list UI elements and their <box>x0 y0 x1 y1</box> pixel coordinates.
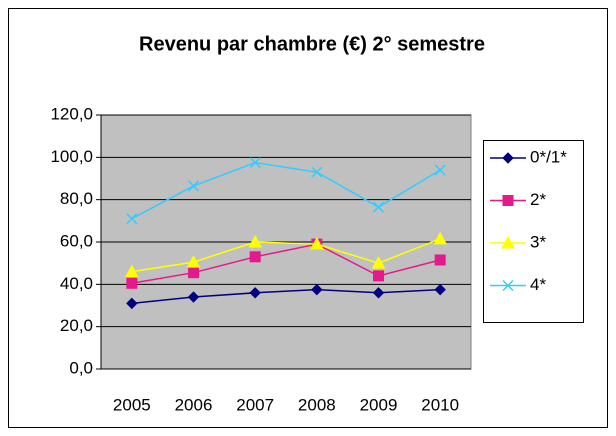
marker <box>502 152 514 164</box>
marker <box>126 297 138 310</box>
marker <box>501 235 515 249</box>
series-line <box>131 161 441 220</box>
series-line <box>131 243 441 285</box>
marker <box>188 267 199 279</box>
marker <box>311 283 323 296</box>
marker <box>371 256 386 269</box>
marker <box>433 231 448 245</box>
legend-label: 0*/1* <box>530 147 567 166</box>
y-tick-label: 40,0 <box>60 274 93 293</box>
legend <box>483 140 584 323</box>
marker <box>372 287 385 299</box>
marker <box>187 291 200 303</box>
legend-label: 4* <box>530 275 546 294</box>
marker <box>372 201 385 213</box>
x-tick-label: 2008 <box>298 395 336 414</box>
marker <box>126 277 138 289</box>
x-tick-label: 2010 <box>421 395 459 414</box>
series-line <box>131 238 441 273</box>
marker <box>309 237 324 250</box>
y-tick-label: 120,0 <box>50 104 93 123</box>
marker <box>434 254 446 266</box>
y-tick-label: 0,0 <box>69 358 93 377</box>
marker <box>249 251 261 263</box>
marker <box>248 234 263 248</box>
marker <box>126 213 138 225</box>
x-tick-label: 2006 <box>175 395 213 414</box>
x-tick-label: 2005 <box>113 395 151 414</box>
x-tick-label: 2007 <box>236 395 274 414</box>
y-tick-label: 80,0 <box>60 189 93 208</box>
series-line <box>131 288 441 305</box>
legend-label: 3* <box>530 232 546 251</box>
marker <box>186 255 201 268</box>
marker <box>434 164 446 176</box>
marker <box>311 166 323 178</box>
marker <box>124 264 139 278</box>
chart-title: Revenu par chambre (€) 2° semestre <box>139 33 485 55</box>
y-tick-label: 100,0 <box>50 147 93 166</box>
marker <box>249 287 261 299</box>
marker <box>373 270 384 282</box>
marker <box>187 180 200 192</box>
marker <box>502 279 514 292</box>
marker <box>249 157 261 169</box>
marker <box>434 283 446 296</box>
y-tick-label: 20,0 <box>60 316 93 335</box>
legend-label: 2* <box>530 190 546 209</box>
x-tick-label: 2009 <box>360 395 398 414</box>
marker <box>502 195 514 206</box>
y-tick-label: 60,0 <box>60 231 93 250</box>
